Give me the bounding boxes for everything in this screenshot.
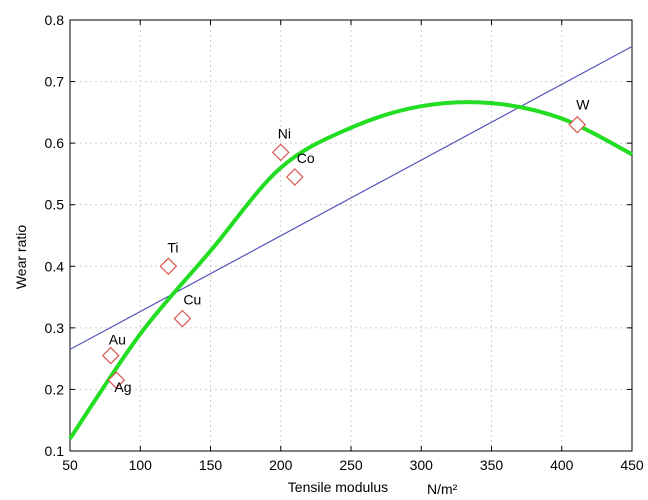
point-label-cu: Cu: [183, 292, 201, 308]
y-tick-label: 0.2: [45, 381, 65, 397]
x-tick-label: 150: [199, 457, 223, 473]
x-tick-label: 200: [269, 457, 293, 473]
x-tick-label: 300: [410, 457, 434, 473]
data-point-w: [568, 115, 587, 134]
point-label-co: Co: [297, 150, 315, 166]
x-tick-label: 250: [339, 457, 363, 473]
point-label-ni: Ni: [278, 125, 291, 141]
data-point-au: [101, 346, 120, 365]
y-axis-label: Wear ratio: [13, 225, 29, 290]
x-tick-label: 350: [480, 457, 504, 473]
y-tick-label: 0.1: [45, 443, 65, 459]
grid: [69, 19, 633, 452]
y-tick-label: 0.7: [45, 74, 65, 90]
x-tick-label: 400: [550, 457, 574, 473]
point-label-w: W: [576, 97, 590, 113]
point-label-ag: Ag: [114, 379, 131, 395]
x-axis-unit: N/m²: [427, 481, 458, 497]
point-label-au: Au: [109, 332, 126, 348]
y-tick-label: 0.6: [45, 135, 65, 151]
x-tick-label: 50: [62, 457, 78, 473]
x-axis-label: Tensile modulus: [288, 479, 388, 495]
y-tick-label: 0.4: [45, 258, 65, 274]
data-point-ag: [107, 371, 126, 390]
data-point-ni: [271, 143, 290, 162]
y-tick-label: 0.3: [45, 320, 65, 336]
quadratic-fit-curve: [68, 100, 633, 440]
linear-fit-line: [69, 45, 633, 350]
data-point-ti: [159, 257, 178, 276]
data-points: Au Ag Ti Cu Ni Co W: [101, 97, 590, 395]
x-tick-label: 100: [129, 457, 153, 473]
point-label-ti: Ti: [167, 239, 178, 255]
axis-ticks: 50 100 150 200 250 300 350 400 450 0.1 0.2 0.3 0.4 0.…: [45, 12, 644, 473]
y-tick-label: 0.8: [45, 12, 65, 28]
y-tick-label: 0.5: [45, 197, 65, 213]
x-tick-label: 450: [620, 457, 644, 473]
data-point-co: [285, 168, 304, 186]
data-point-cu: [173, 309, 192, 328]
